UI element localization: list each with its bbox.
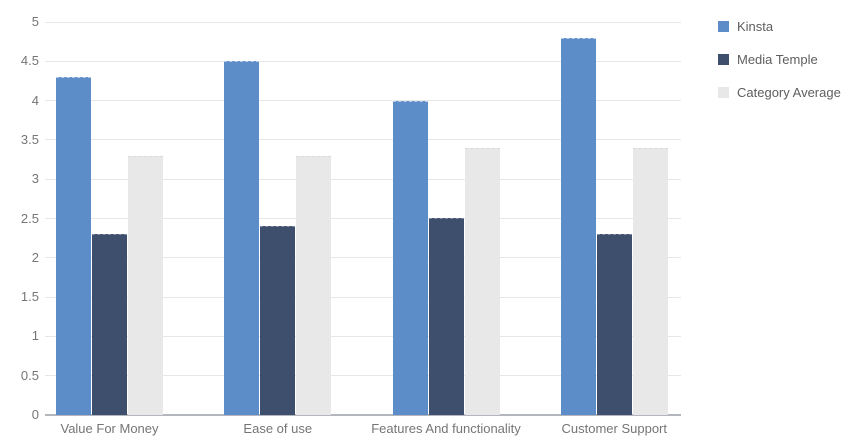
y-tick-label-0.5: 0.5: [20, 367, 39, 383]
legend-swatch-media-temple: [718, 53, 729, 65]
x-category-label-ease-of-use: Ease of use: [243, 421, 313, 436]
legend-item-media-temple: Media Temple: [718, 51, 841, 67]
bar-media-temple-value-for-money[interactable]: [92, 234, 127, 415]
y-tick-label-0: 0: [31, 407, 39, 422]
legend-label-category-average: Category Average: [737, 84, 841, 100]
gridline-1.5: [45, 296, 681, 298]
x-category-label-value-for-money: Value For Money: [60, 421, 159, 436]
plot-area: [45, 21, 681, 416]
gridline-3.5: [45, 139, 681, 141]
gridline-5: [45, 21, 681, 23]
bar-category-average-ease-of-use[interactable]: [296, 156, 332, 415]
y-tick-label-4.5: 4.5: [20, 53, 39, 69]
y-tick-label-2: 2: [31, 249, 39, 265]
legend-swatch-kinsta: [718, 20, 729, 32]
y-tick-label-1.5: 1.5: [20, 289, 39, 305]
x-category-label-features-and-functionality: Features And functionality: [371, 421, 521, 436]
gridline-2: [45, 257, 681, 259]
bar-media-temple-features-and-functionality[interactable]: [428, 218, 464, 415]
bar-category-average-features-and-functionality[interactable]: [464, 148, 500, 415]
legend-label-kinsta: Kinsta: [737, 18, 774, 34]
bar-media-temple-customer-support[interactable]: [596, 234, 632, 415]
gridline-1: [45, 335, 681, 337]
gridline-3: [45, 178, 681, 180]
bar-group-features-and-functionality: [392, 22, 500, 415]
bar-media-temple-ease-of-use[interactable]: [260, 226, 296, 415]
bar-kinsta-value-for-money[interactable]: [56, 77, 91, 415]
gridline-0.5: [45, 375, 681, 377]
y-tick-label-4: 4: [31, 92, 39, 108]
gridline-4.5: [45, 60, 681, 62]
gridline-2.5: [45, 218, 681, 219]
bar-group-value-for-money: [56, 22, 163, 415]
bar-group-customer-support: [560, 22, 668, 415]
x-category-label-customer-support: Customer Support: [561, 421, 668, 436]
legend-label-media-temple: Media Temple: [737, 51, 818, 67]
bar-kinsta-ease-of-use[interactable]: [224, 61, 260, 415]
legend-item-kinsta: Kinsta: [718, 18, 841, 34]
x-axis-line: [45, 414, 681, 416]
legend-item-category-average: Category Average: [718, 84, 841, 100]
y-tick-label-2.5: 2.5: [20, 210, 39, 226]
gridline-4: [45, 100, 681, 102]
y-tick-label-1: 1: [31, 328, 39, 344]
y-tick-label-5: 5: [31, 14, 39, 29]
chart-legend: Kinsta Media Temple Category Average: [718, 20, 841, 119]
y-tick-label-3.5: 3.5: [20, 131, 39, 147]
legend-swatch-category-average: [718, 86, 729, 98]
bar-category-average-value-for-money[interactable]: [128, 156, 163, 415]
bar-kinsta-customer-support[interactable]: [560, 38, 596, 415]
bar-kinsta-features-and-functionality[interactable]: [392, 101, 428, 415]
y-tick-label-3: 3: [31, 171, 39, 187]
bar-category-average-customer-support[interactable]: [632, 148, 668, 415]
bar-group-ease-of-use: [224, 22, 332, 415]
